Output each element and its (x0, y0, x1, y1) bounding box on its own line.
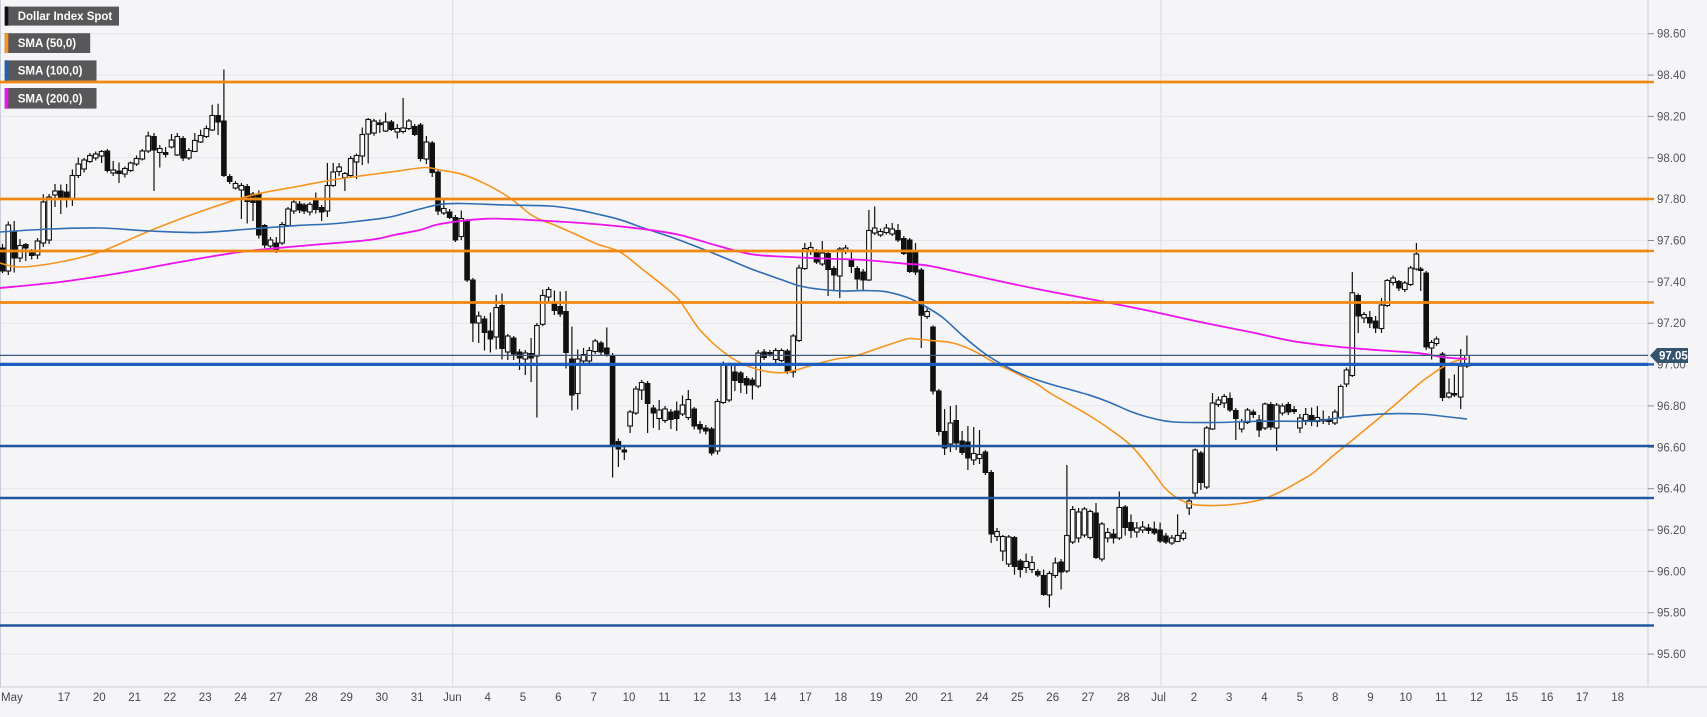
svg-text:7: 7 (590, 692, 596, 704)
svg-text:24: 24 (976, 692, 989, 704)
svg-text:98.60: 98.60 (1657, 29, 1686, 41)
svg-text:96.80: 96.80 (1657, 401, 1686, 413)
svg-text:17: 17 (58, 692, 71, 704)
svg-text:17: 17 (1576, 692, 1589, 704)
svg-text:24: 24 (234, 692, 247, 704)
svg-text:18: 18 (834, 692, 847, 704)
svg-text:20: 20 (905, 692, 918, 704)
svg-text:2: 2 (1191, 692, 1197, 704)
svg-text:96.60: 96.60 (1657, 442, 1686, 454)
svg-text:SMA (50,0): SMA (50,0) (18, 38, 77, 50)
svg-text:97.40: 97.40 (1657, 277, 1686, 289)
svg-text:5: 5 (1297, 692, 1303, 704)
svg-text:25: 25 (1011, 692, 1024, 704)
svg-text:29: 29 (340, 692, 353, 704)
svg-text:16: 16 (1541, 692, 1554, 704)
svg-text:SMA (200,0): SMA (200,0) (18, 93, 83, 105)
svg-text:30: 30 (375, 692, 388, 704)
svg-text:97.20: 97.20 (1657, 318, 1686, 330)
svg-text:22: 22 (164, 692, 177, 704)
svg-text:9: 9 (1367, 692, 1373, 704)
svg-text:23: 23 (199, 692, 212, 704)
svg-text:12: 12 (1470, 692, 1483, 704)
svg-text:4: 4 (484, 692, 491, 704)
svg-text:3: 3 (1226, 692, 1232, 704)
svg-text:97.60: 97.60 (1657, 236, 1686, 248)
svg-text:98.00: 98.00 (1657, 153, 1686, 165)
svg-text:13: 13 (729, 692, 742, 704)
svg-text:12: 12 (693, 692, 706, 704)
svg-text:20: 20 (93, 692, 106, 704)
svg-text:21: 21 (128, 692, 141, 704)
svg-text:15: 15 (1505, 692, 1518, 704)
svg-text:98.20: 98.20 (1657, 111, 1686, 123)
svg-text:4: 4 (1261, 692, 1268, 704)
svg-text:11: 11 (658, 692, 670, 704)
svg-text:5: 5 (520, 692, 526, 704)
svg-text:10: 10 (623, 692, 636, 704)
svg-text:28: 28 (305, 692, 318, 704)
svg-text:19: 19 (870, 692, 883, 704)
svg-text:96.40: 96.40 (1657, 484, 1686, 496)
svg-text:11: 11 (1435, 692, 1447, 704)
svg-text:Jul: Jul (1151, 692, 1166, 704)
svg-text:14: 14 (764, 692, 777, 704)
svg-text:26: 26 (1046, 692, 1059, 704)
svg-text:95.60: 95.60 (1657, 649, 1686, 661)
svg-text:18: 18 (1611, 692, 1624, 704)
svg-text:SMA (100,0): SMA (100,0) (18, 66, 83, 78)
svg-text:6: 6 (555, 692, 561, 704)
svg-text:98.40: 98.40 (1657, 70, 1686, 82)
svg-text:27: 27 (1082, 692, 1095, 704)
svg-text:31: 31 (411, 692, 424, 704)
svg-text:Jun: Jun (443, 692, 462, 704)
svg-text:10: 10 (1399, 692, 1412, 704)
svg-text:8: 8 (1332, 692, 1338, 704)
svg-text:Dollar Index Spot: Dollar Index Spot (18, 11, 113, 23)
svg-text:95.80: 95.80 (1657, 608, 1686, 620)
svg-text:96.20: 96.20 (1657, 525, 1686, 537)
svg-text:May: May (1, 692, 23, 704)
svg-text:28: 28 (1117, 692, 1130, 704)
svg-text:96.00: 96.00 (1657, 566, 1686, 578)
svg-text:97.80: 97.80 (1657, 194, 1686, 206)
svg-text:27: 27 (270, 692, 283, 704)
svg-text:97.05: 97.05 (1659, 351, 1688, 363)
svg-text:21: 21 (940, 692, 953, 704)
svg-text:17: 17 (799, 692, 812, 704)
